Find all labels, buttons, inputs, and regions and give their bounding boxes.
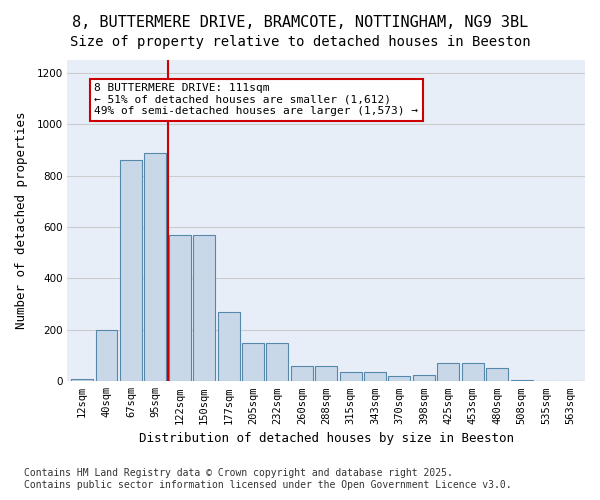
Bar [193, 235, 215, 382]
Bar [511, 380, 533, 382]
Bar [388, 376, 410, 382]
Text: 8 BUTTERMERE DRIVE: 111sqm
← 51% of detached houses are smaller (1,612)
49% of s: 8 BUTTERMERE DRIVE: 111sqm ← 51% of deta… [94, 83, 418, 116]
Bar [315, 366, 337, 382]
Bar [95, 330, 118, 382]
Bar [535, 381, 557, 382]
Bar [486, 368, 508, 382]
Bar [71, 378, 93, 382]
Bar [462, 364, 484, 382]
Bar [413, 375, 435, 382]
Y-axis label: Number of detached properties: Number of detached properties [15, 112, 28, 330]
Bar [145, 152, 166, 382]
Bar [218, 312, 239, 382]
Bar [364, 372, 386, 382]
Text: Contains HM Land Registry data © Crown copyright and database right 2025.
Contai: Contains HM Land Registry data © Crown c… [24, 468, 512, 490]
X-axis label: Distribution of detached houses by size in Beeston: Distribution of detached houses by size … [139, 432, 514, 445]
Bar [291, 366, 313, 382]
Text: Size of property relative to detached houses in Beeston: Size of property relative to detached ho… [70, 35, 530, 49]
Bar [266, 342, 289, 382]
Bar [559, 381, 581, 382]
Bar [340, 372, 362, 382]
Bar [169, 235, 191, 382]
Text: 8, BUTTERMERE DRIVE, BRAMCOTE, NOTTINGHAM, NG9 3BL: 8, BUTTERMERE DRIVE, BRAMCOTE, NOTTINGHA… [72, 15, 528, 30]
Bar [120, 160, 142, 382]
Bar [437, 364, 459, 382]
Bar [242, 342, 264, 382]
